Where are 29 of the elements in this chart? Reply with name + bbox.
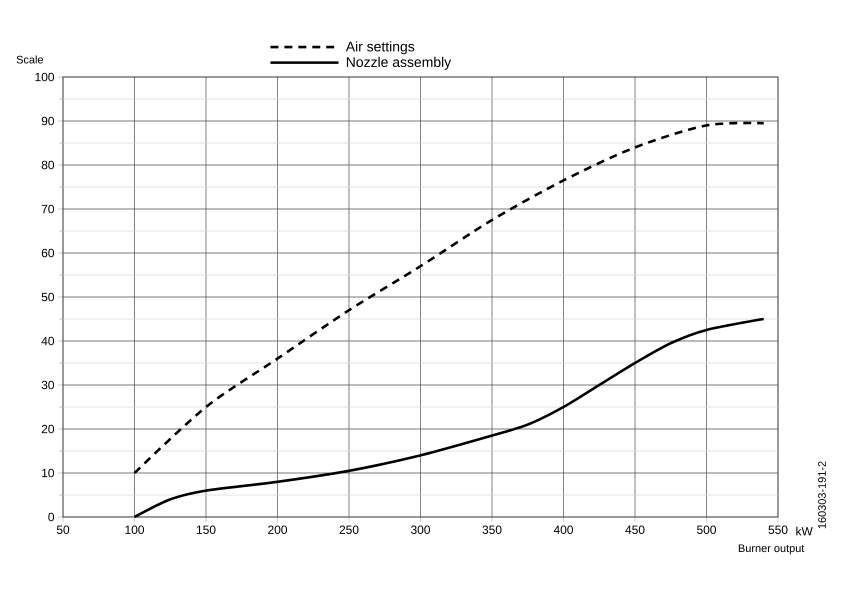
legend-label: Nozzle assembly — [346, 56, 452, 70]
y-tick-label: 50 — [42, 292, 54, 302]
y-tick-label: 10 — [42, 468, 54, 478]
y-tick-label: 70 — [42, 204, 54, 214]
y-tick-label: 40 — [41, 336, 54, 346]
x-tick-label: 100 — [125, 526, 144, 534]
legend-label: Air settings — [346, 41, 414, 54]
x-axis-title: Burner output — [738, 544, 804, 554]
x-tick-label: 250 — [340, 526, 359, 534]
y-tick-label: 90 — [42, 116, 54, 126]
text: kW — [796, 526, 813, 536]
y-tick-label: 20 — [42, 424, 54, 434]
x-tick-label: 400 — [554, 526, 574, 534]
x-tick-label: 500 — [697, 526, 716, 534]
y-tick-label: 80 — [42, 160, 54, 170]
x-tick-label: 200 — [268, 526, 288, 534]
text: 160303-191-2 — [818, 461, 826, 528]
x-tick-label: 350 — [482, 526, 502, 534]
y-tick-label: 100 — [35, 72, 54, 82]
line-series — [133, 122, 765, 474]
x-tick-label: 550 — [768, 526, 788, 534]
y-tick-label: 30 — [42, 380, 54, 390]
y-tick-label: 0 — [48, 512, 54, 522]
y-tick-label: 60 — [42, 248, 54, 258]
y-axis-title: Scale — [16, 55, 44, 64]
x-tick-label: 300 — [410, 526, 430, 534]
x-tick-label: 150 — [196, 526, 216, 534]
x-tick-label: 50 — [56, 526, 70, 534]
x-tick-label: 450 — [625, 526, 645, 534]
